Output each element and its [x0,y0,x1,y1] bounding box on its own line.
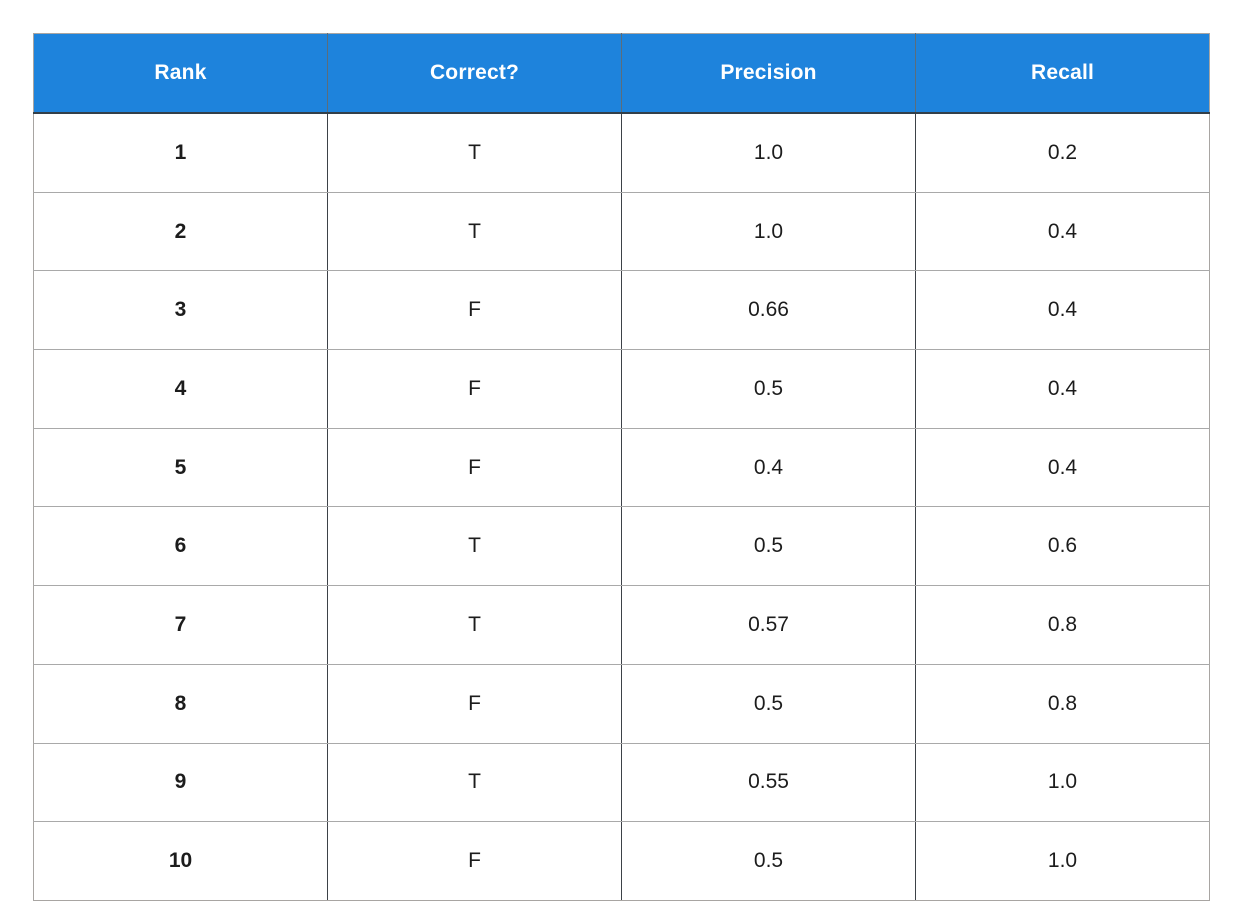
cell-precision: 0.5 [621,821,916,901]
cell-recall: 0.4 [915,349,1210,429]
cell-rank: 5 [33,427,328,508]
cell-precision: 0.5 [621,506,916,587]
column-header-correct: Correct? [327,33,622,114]
cell-recall: 1.0 [915,742,1210,823]
cell-recall: 0.8 [915,585,1210,665]
cell-rank: 8 [33,663,328,744]
cell-recall: 0.8 [915,663,1210,744]
table-row: 5 F 0.4 0.4 [33,427,1210,508]
cell-recall: 1.0 [915,821,1210,901]
cell-rank: 6 [33,506,328,587]
precision-recall-table-container: Rank Correct? Precision Recall 1 T 1.0 0… [33,33,1210,901]
table-row: 3 F 0.66 0.4 [33,270,1210,351]
cell-rank: 10 [33,821,328,901]
cell-correct: T [327,112,622,193]
column-header-recall: Recall [915,33,1210,114]
cell-recall: 0.4 [915,270,1210,351]
cell-correct: F [327,270,622,351]
cell-precision: 0.5 [621,663,916,744]
table-row: 2 T 1.0 0.4 [33,191,1210,272]
cell-rank: 3 [33,270,328,351]
cell-correct: F [327,427,622,508]
cell-precision: 1.0 [621,191,916,272]
cell-rank: 9 [33,742,328,823]
cell-rank: 1 [33,112,328,193]
cell-correct: T [327,742,622,823]
table-row: 9 T 0.55 1.0 [33,742,1210,823]
cell-recall: 0.2 [915,112,1210,193]
cell-correct: T [327,585,622,665]
cell-correct: T [327,191,622,272]
cell-precision: 0.57 [621,585,916,665]
cell-precision: 0.5 [621,349,916,429]
cell-recall: 0.4 [915,427,1210,508]
precision-recall-table: Rank Correct? Precision Recall 1 T 1.0 0… [33,33,1210,901]
table-row: 1 T 1.0 0.2 [33,112,1210,193]
column-header-precision: Precision [621,33,916,114]
column-header-rank: Rank [33,33,328,114]
cell-correct: F [327,349,622,429]
cell-precision: 0.66 [621,270,916,351]
table-row: 10 F 0.5 1.0 [33,821,1210,901]
table-row: 4 F 0.5 0.4 [33,349,1210,429]
cell-correct: F [327,821,622,901]
table-row: 6 T 0.5 0.6 [33,506,1210,587]
cell-rank: 2 [33,191,328,272]
cell-correct: T [327,506,622,587]
cell-precision: 0.4 [621,427,916,508]
cell-rank: 4 [33,349,328,429]
header-row: Rank Correct? Precision Recall [33,33,1210,114]
table-row: 7 T 0.57 0.8 [33,585,1210,665]
cell-rank: 7 [33,585,328,665]
table-row: 8 F 0.5 0.8 [33,663,1210,744]
cell-recall: 0.4 [915,191,1210,272]
cell-correct: F [327,663,622,744]
cell-precision: 1.0 [621,112,916,193]
cell-recall: 0.6 [915,506,1210,587]
cell-precision: 0.55 [621,742,916,823]
